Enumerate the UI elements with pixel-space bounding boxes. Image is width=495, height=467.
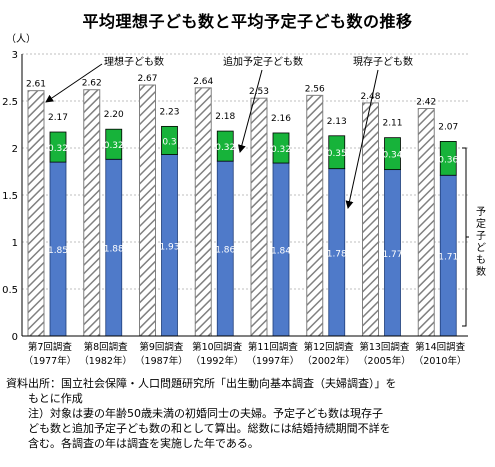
chart-title: 平均理想子ども数と平均予定子ども数の推移 [82, 12, 413, 31]
right-label-char: 定 [476, 217, 486, 230]
x-tick-label-year: （1987年） [135, 355, 188, 367]
planned-total-label: 2.11 [382, 119, 402, 129]
ideal-bar [27, 90, 45, 337]
additional-bar [105, 128, 123, 160]
unit-label: （人） [6, 33, 36, 45]
x-tick-label-year: （2002年） [302, 355, 355, 367]
ideal-value-label: 2.53 [249, 87, 269, 97]
y-tick-label: 2.5 [2, 97, 18, 108]
x-tick-label-year: （2005年） [358, 355, 411, 367]
additional-bar [439, 141, 457, 176]
x-tick-label-year: （1982年） [79, 355, 132, 367]
x-tick-label: 第12回調査 [304, 341, 355, 353]
current-value-label: 1.85 [48, 246, 68, 256]
ideal-arrow [45, 63, 103, 103]
x-tick-label: 第8回調査 [84, 341, 129, 353]
additional-bar [49, 131, 67, 163]
ideal-value-label: 2.67 [137, 74, 157, 84]
additional-value-label: 0.32 [48, 144, 68, 154]
current-value-label: 1.77 [382, 250, 402, 260]
x-tick-label: 第11回調査 [248, 341, 299, 353]
y-tick-label: 2 [12, 144, 18, 155]
note-line-1: 注）対象は妻の年齢50歳未満の初婚同士の夫婦。予定子ども数は現存子 [28, 407, 383, 420]
x-tick-label-year: （1977年） [24, 355, 77, 367]
ideal-value-label: 2.64 [193, 77, 213, 87]
right-label-char: 数 [476, 265, 486, 278]
x-tick-label-year: （2010年） [414, 355, 467, 367]
y-tick-label: 1.5 [2, 191, 18, 202]
note-line-3: 含む。各調査の年は調査を実施した年である。 [28, 437, 259, 450]
ideal-value-label: 2.42 [416, 98, 436, 108]
x-tick-label: 第14回調査 [415, 341, 466, 353]
ideal-value-label: 2.62 [82, 79, 102, 89]
axis-layer: 00.511.522.53第7回調査（1977年）第8回調査（1982年）第9回… [2, 50, 486, 367]
ideal-value-label: 2.56 [305, 84, 325, 94]
additional-value-label: 0.32 [104, 141, 124, 151]
current-value-label: 1.71 [438, 253, 458, 263]
label-layer: 2.61 1.85 0.32 2.17 2.62 1.88 0.32 2.20 2.67 1.93… [26, 74, 459, 263]
right-label-char: ど [476, 242, 486, 254]
right-label-char: 子 [476, 230, 486, 242]
source-text-cont: もとに作成 [28, 392, 83, 405]
ideal-bar [194, 87, 212, 337]
additional-value-label: 0.35 [327, 149, 347, 159]
planned-total-label: 2.18 [215, 112, 235, 122]
additional-bar [216, 130, 234, 162]
x-tick-label: 第10回調査 [192, 341, 243, 353]
planned-total-label: 2.23 [159, 107, 179, 117]
planned-total-label: 2.20 [104, 110, 124, 120]
y-tick-label: 0 [12, 332, 18, 343]
current-value-label: 1.86 [215, 246, 235, 256]
current-value-label: 1.84 [271, 247, 291, 257]
additional-bar [328, 135, 346, 170]
planned-total-label: 2.16 [271, 114, 291, 124]
ideal-value-label: 2.48 [360, 92, 380, 102]
additional-value-label: 0.32 [271, 145, 291, 155]
x-tick-label: 第9回調査 [139, 341, 184, 353]
x-tick-label-year: （1992年） [191, 355, 244, 367]
additional-value-label: 0.36 [438, 155, 458, 165]
additional-value-label: 0.32 [215, 143, 235, 153]
ideal-bar [306, 94, 324, 337]
x-tick-label: 第7回調査 [28, 341, 73, 353]
bar-layer [27, 84, 457, 337]
current-arrow [345, 69, 379, 209]
notes-block: 資料出所：国立社会保障・人口問題研究所「出生動向基本調査（夫婦調査）」を もとに… [6, 376, 486, 451]
ideal-bar [362, 102, 379, 337]
y-tick-label: 1 [12, 238, 18, 249]
ideal-bar [250, 97, 268, 337]
ideal-bar [83, 89, 101, 337]
additional-arrow [237, 69, 263, 153]
current-value-label: 1.78 [327, 249, 347, 259]
right-label-char: 予 [476, 206, 486, 218]
additional-value-label: 0.34 [382, 151, 402, 161]
source-text: 資料出所：国立社会保障・人口問題研究所「出生動向基本調査（夫婦調査）」を [6, 377, 397, 390]
planned-total-label: 2.07 [438, 122, 458, 132]
right-label-char: も [476, 254, 486, 266]
additional-bar [272, 132, 290, 164]
additional-annotation: 追加予定子ども数 [223, 55, 303, 68]
current-value-label: 1.88 [104, 245, 124, 255]
planned-bracket [462, 147, 469, 327]
note-line-2: ども数と追加予定子ども数の和として算出。総数には結婚持続期間不詳を [28, 422, 391, 435]
x-tick-label: 第13回調査 [359, 341, 410, 353]
additional-bar [384, 137, 401, 171]
additional-value-label: 0.3 [162, 137, 176, 147]
planned-total-label: 2.13 [327, 117, 347, 127]
y-tick-label: 0.5 [2, 285, 18, 296]
ideal-bar [139, 84, 156, 337]
ideal-value-label: 2.61 [26, 80, 46, 90]
current-value-label: 1.93 [159, 242, 179, 252]
y-tick-label: 3 [12, 50, 18, 61]
x-tick-label-year: （1997年） [247, 355, 300, 367]
current-annotation: 現存子ども数 [353, 55, 413, 68]
additional-bar [161, 125, 178, 155]
planned-total-label: 2.17 [48, 113, 68, 123]
ideal-bar [417, 108, 435, 337]
ideal-annotation: 理想子ども数 [104, 55, 164, 68]
annotation-layer: （人） 理想子ども数 追加予定子ども数 現存子ども数 [6, 33, 469, 327]
